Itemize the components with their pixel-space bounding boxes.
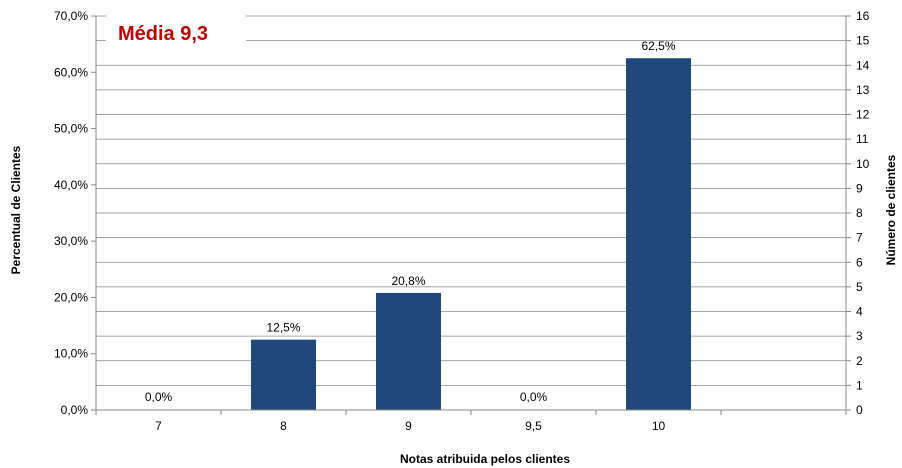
y2-tick-label: 16 xyxy=(856,9,870,23)
y-tick-label: 70,0% xyxy=(54,9,88,23)
y2-tick-label: 8 xyxy=(856,206,863,220)
y2-tick-label: 6 xyxy=(856,255,863,269)
x-tick-label: 8 xyxy=(280,419,287,433)
y2-tick-label: 1 xyxy=(856,378,863,392)
x-axis-ticks: 7 8 9 9,5 10 xyxy=(95,410,847,433)
x-tick-label: 10 xyxy=(652,419,666,433)
data-label: 12,5% xyxy=(266,321,300,335)
y2-tick-label: 12 xyxy=(856,108,870,122)
annotation-box xyxy=(106,14,246,48)
bar xyxy=(376,292,441,410)
annotation-average: Média 9,3 xyxy=(118,23,208,45)
y-tick-label: 50,0% xyxy=(54,122,88,136)
bar xyxy=(251,339,316,410)
data-label: 0,0% xyxy=(145,390,173,404)
y2-tick-label: 11 xyxy=(856,132,869,146)
y2-tick-label: 0 xyxy=(856,403,863,417)
y2-tick-label: 5 xyxy=(856,280,863,294)
y-axis-title: Percentual de Clientes xyxy=(9,145,23,274)
x-axis-title: Notas atribuida pelos clientes xyxy=(400,452,570,466)
bars xyxy=(251,58,691,410)
y-tick-label: 30,0% xyxy=(54,234,88,248)
y-tick-label: 60,0% xyxy=(54,65,88,79)
y2-tick-label: 9 xyxy=(856,181,863,195)
data-label: 20,8% xyxy=(391,274,425,288)
data-labels: 0,0% 12,5% 20,8% 0,0% 62,5% xyxy=(145,39,676,404)
y-tick-label: 20,0% xyxy=(54,290,88,304)
x-tick-label: 9,5 xyxy=(525,419,542,433)
bar xyxy=(626,58,691,410)
y2-tick-label: 13 xyxy=(856,83,870,97)
y-tick-label: 0,0% xyxy=(61,403,89,417)
y2-tick-label: 4 xyxy=(856,305,863,319)
left-axis-ticks: 0,0% 10,0% 20,0% 30,0% 40,0% 50,0% 60,0% 70,0% xyxy=(54,9,96,417)
y2-tick-label: 15 xyxy=(856,34,870,48)
gridlines xyxy=(96,15,846,386)
y2-axis-title: Número de clientes xyxy=(884,154,898,265)
y2-tick-label: 2 xyxy=(856,354,863,368)
x-tick-label: 7 xyxy=(155,419,162,433)
y2-tick-label: 3 xyxy=(856,329,863,343)
y2-tick-label: 7 xyxy=(856,231,863,245)
x-tick-label: 9 xyxy=(405,419,412,433)
data-label: 62,5% xyxy=(641,39,675,53)
y-tick-label: 40,0% xyxy=(54,178,88,192)
y-tick-label: 10,0% xyxy=(54,347,88,361)
data-label: 0,0% xyxy=(520,390,548,404)
y2-tick-label: 10 xyxy=(856,157,870,171)
y2-tick-label: 14 xyxy=(856,58,870,72)
